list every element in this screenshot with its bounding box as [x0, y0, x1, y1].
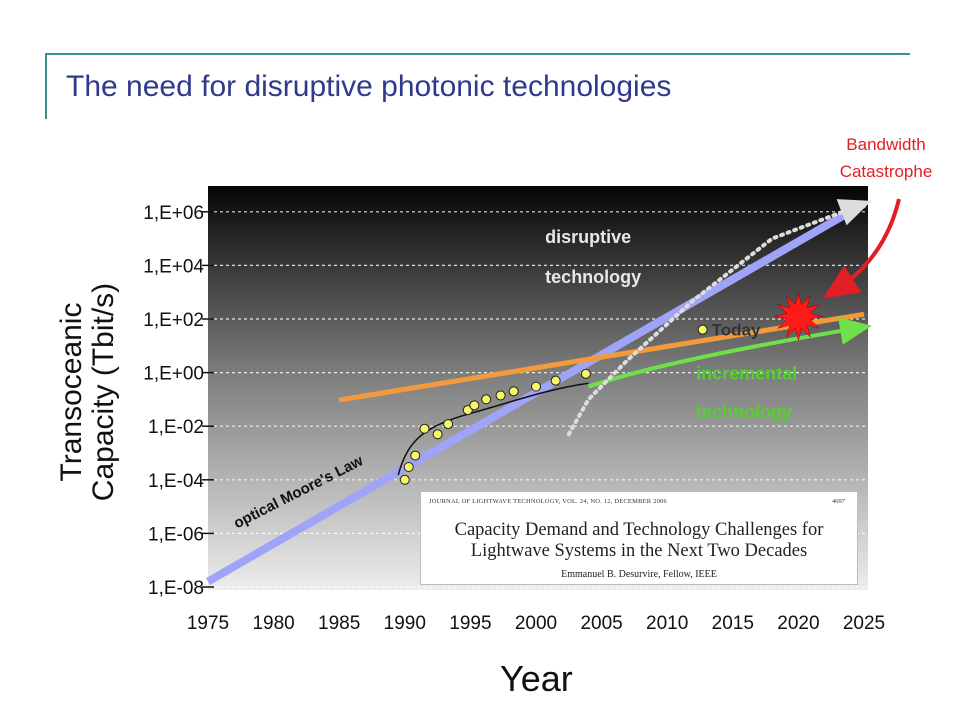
- paper-title: Capacity Demand and Technology Challenge…: [421, 520, 857, 562]
- x-tick-label: 2005: [580, 613, 622, 634]
- incremental-label-line-2: technology: [696, 402, 792, 422]
- paper-author: Emmanuel B. Desurvire, Fellow, IEEE: [561, 569, 717, 580]
- title-frame-left: [45, 53, 47, 119]
- y-tick-label: 1,E+04: [143, 256, 204, 277]
- historical-data-point: [531, 381, 541, 392]
- moores-law-line: [206, 200, 866, 585]
- paper-journal: JOURNAL OF LIGHTWAVE TECHNOLOGY, VOL. 24…: [429, 498, 667, 505]
- disruptive-label-line-2: technology: [545, 267, 641, 287]
- x-tick-label: 2020: [777, 613, 819, 634]
- paper-page-number: 4697: [832, 498, 845, 505]
- historical-data-point: [481, 394, 492, 405]
- historical-data-point: [495, 390, 506, 401]
- x-tick-label: 1990: [384, 613, 426, 634]
- incremental-label-line-1: incremental: [696, 364, 797, 384]
- historical-data-point: [419, 423, 430, 434]
- x-tick-label: 2015: [712, 613, 754, 634]
- callout-line-2: Catastrophe: [839, 162, 933, 181]
- slide-title: The need for disruptive photonic technol…: [66, 70, 672, 103]
- title-frame-top: [46, 53, 910, 55]
- series-layer: [206, 199, 872, 585]
- y-axis-label: Transoceanic Capacity (Tbit/s): [55, 232, 120, 552]
- bandwidth-catastrophe-callout: Bandwidth Catastrophe: [818, 131, 954, 185]
- today-label: Today: [712, 321, 761, 340]
- grid-lines: [202, 211, 868, 588]
- x-tick-label: 2010: [646, 613, 688, 634]
- y-axis-label-line-2: Capacity (Tbit/s): [87, 282, 120, 502]
- historical-data-point: [432, 429, 443, 440]
- historical-data-point: [443, 419, 454, 430]
- x-tick-label: 1980: [252, 613, 294, 634]
- data-points: [399, 368, 591, 485]
- callout-arrow-icon: [822, 198, 901, 299]
- disruptive-label-line-1: disruptive: [545, 227, 631, 247]
- x-tick-label: 1995: [449, 613, 491, 634]
- y-tick-label: 1,E+02: [143, 310, 204, 331]
- x-tick-label: 1985: [318, 613, 360, 634]
- historical-data-point: [580, 368, 591, 379]
- historical-data-point: [508, 386, 519, 397]
- tick-labels: 1,E-08 1,E-06 1,E-04 1,E-02 1,E+00 1,E+02 1,E+…: [143, 203, 885, 634]
- historical-data-point: [403, 462, 414, 473]
- orange-trend-line: [338, 311, 865, 403]
- inset-paper-header: JOURNAL OF LIGHTWAVE TECHNOLOGY, VOL. 24…: [420, 491, 858, 585]
- x-tick-label: 1975: [187, 613, 229, 634]
- y-tick-label: 1,E-02: [148, 417, 204, 438]
- y-tick-label: 1,E-08: [148, 578, 204, 599]
- callout-line-1: Bandwidth: [846, 135, 926, 154]
- historical-data-point: [550, 375, 561, 386]
- disruptive-technology-line: [566, 199, 872, 437]
- today-point: [697, 324, 708, 335]
- historical-data-point: [469, 400, 480, 411]
- historical-data-point: [410, 450, 421, 461]
- y-tick-label: 1,E-06: [148, 524, 204, 545]
- x-axis-label: Year: [500, 658, 573, 699]
- y-axis-label-line-1: Transoceanic: [55, 302, 88, 482]
- x-tick-label: 2000: [515, 613, 557, 634]
- y-tick-label: 1,E-04: [148, 471, 204, 492]
- y-tick-label: 1,E+00: [143, 364, 204, 385]
- paper-title-line-2: Lightwave Systems in the Next Two Decade…: [470, 541, 808, 561]
- paper-title-line-1: Capacity Demand and Technology Challenge…: [454, 520, 824, 540]
- catastrophe-burst-icon: [774, 292, 823, 341]
- x-tick-label: 2025: [843, 613, 885, 634]
- historical-data-point: [399, 474, 410, 485]
- y-tick-label: 1,E+06: [143, 203, 204, 224]
